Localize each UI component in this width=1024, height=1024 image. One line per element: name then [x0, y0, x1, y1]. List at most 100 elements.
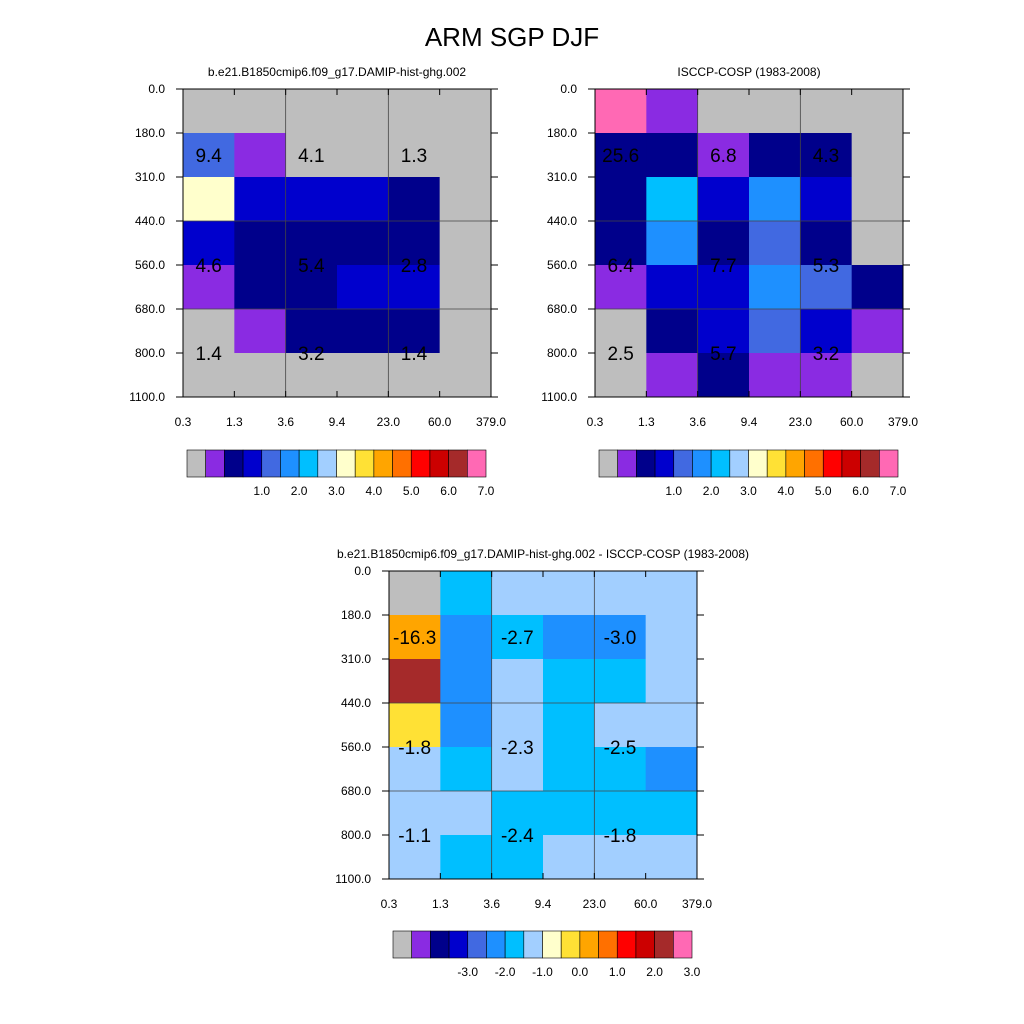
- heatmap-cell: [389, 835, 441, 880]
- heatmap-cell: [439, 265, 492, 310]
- y-tick-label: 0.0: [148, 82, 165, 96]
- colorbar-swatch: [710, 449, 731, 478]
- heatmap-cell: [337, 89, 389, 134]
- colorbar-swatch: [410, 449, 431, 478]
- heatmap-cell: [337, 353, 389, 398]
- colorbar-swatch: [392, 930, 412, 959]
- heatmap-cell: [595, 89, 647, 134]
- data-label: 25.6: [602, 146, 639, 167]
- y-tick-label: 0.0: [560, 82, 577, 96]
- heatmap-cell: [543, 791, 595, 836]
- data-label: 4.6: [195, 256, 221, 277]
- heatmap-cell: [439, 89, 492, 134]
- colorbar-swatch: [673, 930, 693, 959]
- data-label: -3.0: [604, 628, 637, 649]
- colorbar-label: 1.0: [609, 965, 626, 979]
- colorbar-swatch: [841, 449, 861, 478]
- x-tick-label: 60.0: [634, 897, 658, 911]
- data-label: 1.4: [401, 344, 428, 365]
- heatmap-cell: [337, 221, 389, 266]
- colorbar-swatch: [317, 449, 337, 478]
- heatmap-cell: [183, 309, 235, 354]
- data-label: 3.2: [298, 344, 324, 365]
- heatmap-cell: [595, 265, 647, 310]
- colorbar-label: 7.0: [890, 484, 907, 498]
- heatmap-cell: [183, 89, 235, 134]
- heatmap-cell: [543, 571, 595, 616]
- data-label: 3.2: [813, 344, 839, 365]
- heatmap-cell: [491, 835, 544, 880]
- y-tick-label: 560.0: [341, 740, 371, 754]
- colorbar-label: 7.0: [478, 484, 495, 498]
- x-tick-label: 379.0: [888, 415, 918, 429]
- data-label: -1.1: [398, 826, 431, 847]
- colorbar-swatch: [486, 930, 506, 959]
- heatmap-cell: [389, 615, 441, 660]
- heatmap-cell: [800, 221, 853, 266]
- y-tick-label: 310.0: [135, 170, 165, 184]
- heatmap-cell: [697, 309, 750, 354]
- panel-title: b.e21.B1850cmip6.f09_g17.DAMIP-hist-ghg.…: [337, 547, 749, 561]
- heatmap-cell: [389, 747, 441, 792]
- heatmap-cell: [491, 747, 544, 792]
- x-tick-label: 23.0: [377, 415, 401, 429]
- heatmap-cell: [594, 571, 647, 616]
- heatmap-cell: [234, 309, 287, 354]
- colorbar-label: 6.0: [440, 484, 457, 498]
- heatmap-cell: [285, 309, 338, 354]
- heatmap-cell: [646, 265, 699, 310]
- heatmap-cell: [645, 659, 698, 704]
- y-tick-label: 180.0: [135, 126, 165, 140]
- y-tick-label: 560.0: [135, 258, 165, 272]
- x-tick-label: 379.0: [476, 415, 506, 429]
- heatmap-cell: [285, 265, 338, 310]
- y-tick-label: 800.0: [135, 346, 165, 360]
- heatmap-cell: [543, 615, 595, 660]
- colorbar-swatch: [598, 449, 618, 478]
- heatmap-cell: [697, 133, 750, 178]
- colorbar-swatch: [373, 449, 393, 478]
- colorbar-label: 2.0: [703, 484, 720, 498]
- heatmap-cell: [594, 835, 647, 880]
- colorbar-swatch: [598, 930, 618, 959]
- data-label: 2.5: [607, 344, 633, 365]
- x-tick-label: 1.3: [226, 415, 243, 429]
- heatmap-cell: [234, 89, 287, 134]
- colorbar-swatch: [336, 449, 356, 478]
- colorbar-swatch: [467, 930, 487, 959]
- colorbar-swatch: [654, 449, 675, 478]
- heatmap-cell: [697, 221, 750, 266]
- heatmap-cell: [183, 265, 235, 310]
- x-tick-label: 23.0: [789, 415, 813, 429]
- colorbar-swatch: [766, 449, 787, 478]
- data-label: 2.8: [401, 256, 427, 277]
- data-label: 7.7: [710, 256, 736, 277]
- heatmap-cell: [646, 133, 699, 178]
- heatmap-cell: [491, 615, 544, 660]
- figure-title: ARM SGP DJF: [425, 22, 599, 52]
- data-label: 5.3: [813, 256, 839, 277]
- colorbar-swatch: [579, 930, 599, 959]
- x-tick-label: 0.3: [587, 415, 604, 429]
- colorbar-label: 5.0: [815, 484, 832, 498]
- heatmap-cell: [645, 703, 698, 748]
- heatmap-cell: [851, 221, 904, 266]
- heatmap-cell: [800, 309, 853, 354]
- colorbar-swatch: [879, 449, 899, 478]
- colorbar-swatch: [560, 930, 581, 959]
- x-tick-label: 379.0: [682, 897, 712, 911]
- heatmap-cell: [439, 133, 492, 178]
- colorbar-swatch: [822, 449, 843, 478]
- heatmap-cell: [594, 747, 647, 792]
- colorbar-swatch: [542, 930, 562, 959]
- colorbar-label: -2.0: [495, 965, 516, 979]
- heatmap-cell: [697, 265, 750, 310]
- heatmap-cell: [183, 133, 235, 178]
- x-tick-label: 3.6: [277, 415, 294, 429]
- data-label: 5.4: [298, 256, 325, 277]
- heatmap-cell: [285, 133, 338, 178]
- heatmap-cell: [183, 177, 235, 222]
- x-tick-label: 23.0: [583, 897, 607, 911]
- heatmap-cell: [595, 133, 647, 178]
